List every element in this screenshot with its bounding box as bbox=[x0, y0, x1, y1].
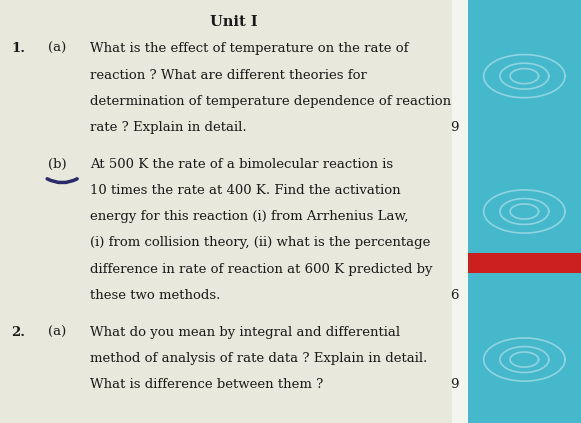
Text: these two methods.: these two methods. bbox=[90, 289, 220, 302]
Text: energy for this reaction (i) from Arrhenius Law,: energy for this reaction (i) from Arrhen… bbox=[90, 210, 408, 223]
Bar bbox=[468, 0, 581, 423]
Text: 2.: 2. bbox=[12, 326, 26, 339]
Text: difference in rate of reaction at 600 K predicted by: difference in rate of reaction at 600 K … bbox=[90, 263, 433, 276]
Bar bbox=[452, 0, 468, 423]
Bar bbox=[468, 253, 581, 273]
Text: reaction ? What are different theories for: reaction ? What are different theories f… bbox=[90, 69, 367, 82]
Text: (a): (a) bbox=[48, 42, 66, 55]
Text: Unit I: Unit I bbox=[210, 15, 257, 29]
Text: What is the effect of temperature on the rate of: What is the effect of temperature on the… bbox=[90, 42, 408, 55]
Text: (a): (a) bbox=[48, 326, 66, 339]
Text: (i) from collision theory, (ii) what is the percentage: (i) from collision theory, (ii) what is … bbox=[90, 236, 431, 250]
Text: At 500 K the rate of a bimolecular reaction is: At 500 K the rate of a bimolecular react… bbox=[90, 158, 393, 171]
Text: 9: 9 bbox=[450, 378, 459, 391]
Text: What is difference between them ?: What is difference between them ? bbox=[90, 378, 323, 391]
Text: determination of temperature dependence of reaction: determination of temperature dependence … bbox=[90, 95, 451, 108]
Text: What do you mean by integral and differential: What do you mean by integral and differe… bbox=[90, 326, 400, 339]
Text: 9: 9 bbox=[450, 121, 459, 134]
Text: 6: 6 bbox=[450, 289, 459, 302]
Text: (b): (b) bbox=[48, 158, 66, 171]
Text: 1.: 1. bbox=[12, 42, 26, 55]
Text: 10 times the rate at 400 K. Find the activation: 10 times the rate at 400 K. Find the act… bbox=[90, 184, 401, 197]
Text: method of analysis of rate data ? Explain in detail.: method of analysis of rate data ? Explai… bbox=[90, 352, 428, 365]
Text: rate ? Explain in detail.: rate ? Explain in detail. bbox=[90, 121, 247, 134]
